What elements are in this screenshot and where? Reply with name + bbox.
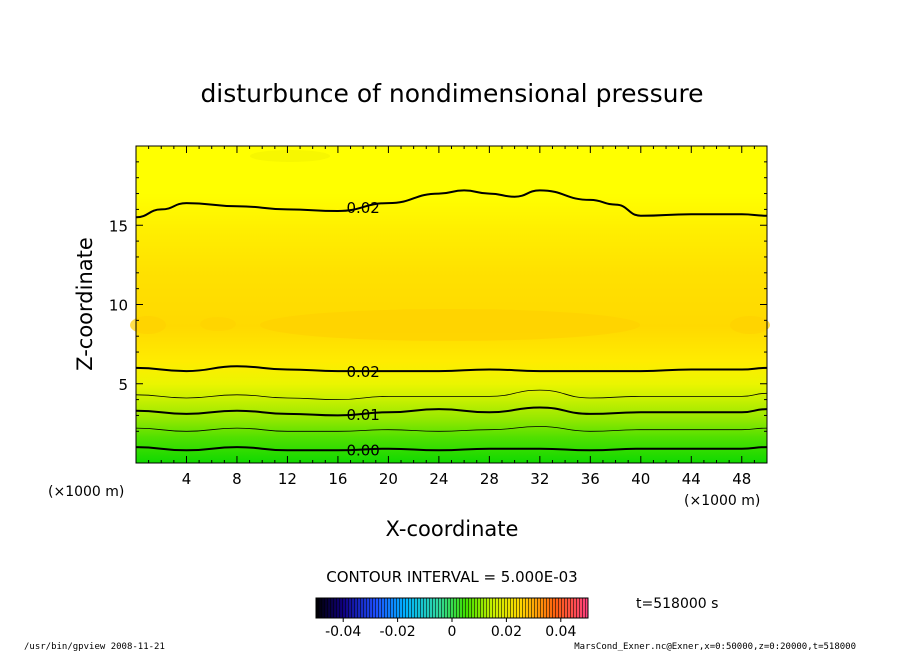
x-tick-label: 44	[682, 470, 701, 488]
contour-line	[135, 389, 768, 401]
chart-title: disturbunce of nondimensional pressure	[200, 79, 703, 108]
x-tick-label: 28	[480, 470, 499, 488]
plot-area	[136, 146, 767, 463]
contour-line	[135, 446, 768, 452]
y-axis-ticks: 5 10 15	[109, 161, 767, 448]
x-tick-label: 32	[530, 470, 549, 488]
y-tick-label: 10	[109, 297, 128, 315]
x-tick-label: 24	[429, 470, 448, 488]
y-axis-label: Z-coordinate	[73, 237, 97, 371]
contour-line	[135, 189, 768, 219]
colorbar-ticks: -0.04 -0.02 0 0.02 0.04	[325, 618, 576, 640]
contour-line	[135, 426, 768, 432]
x-tick-label: 16	[328, 470, 347, 488]
colorbar-tick-label: 0.04	[545, 624, 576, 640]
x-tick-label: 48	[732, 470, 751, 488]
contour-interval-label: CONTOUR INTERVAL = 5.000E-03	[326, 568, 577, 586]
footer-left-text: /usr/bin/gpview 2008-11-21	[24, 642, 165, 652]
x-unit-left: (×1000 m)	[48, 484, 124, 500]
x-tick-label: 36	[581, 470, 600, 488]
x-tick-label: 12	[278, 470, 297, 488]
time-label: t=518000 s	[636, 596, 718, 612]
x-axis-label: X-coordinate	[386, 517, 519, 541]
x-tick-label: 40	[631, 470, 650, 488]
contour-label: 0.02	[346, 363, 379, 381]
x-axis-ticks: 4 8 12 16 20 24 28 32 36 40 44 48	[148, 146, 755, 488]
contour-label: 0.01	[346, 406, 379, 424]
colorbar-tick-label: -0.02	[379, 624, 415, 640]
contour-label: 0.00	[346, 442, 379, 460]
x-tick-label: 4	[182, 470, 192, 488]
x-unit-right: (×1000 m)	[684, 493, 760, 509]
contour-line	[135, 406, 768, 417]
footer-right-text: MarsCond_Exner.nc@Exner,x=0:50000,z=0:20…	[574, 642, 856, 652]
x-tick-label: 8	[232, 470, 242, 488]
y-tick-label: 5	[118, 376, 128, 394]
colorbar: -0.04 -0.02 0 0.02 0.04	[315, 597, 589, 640]
colorbar-tick-label: 0	[448, 624, 457, 640]
contour-lines: 0.00 0.01 0.02 0.02	[135, 189, 768, 460]
colorbar-tick-label: 0.02	[491, 624, 522, 640]
colorbar-tick-label: -0.04	[325, 624, 361, 640]
colorbar-stripes	[316, 598, 588, 618]
contour-label: 0.02	[346, 199, 379, 217]
contour-line	[135, 365, 768, 373]
y-tick-label: 15	[109, 217, 128, 235]
x-tick-label: 20	[379, 470, 398, 488]
